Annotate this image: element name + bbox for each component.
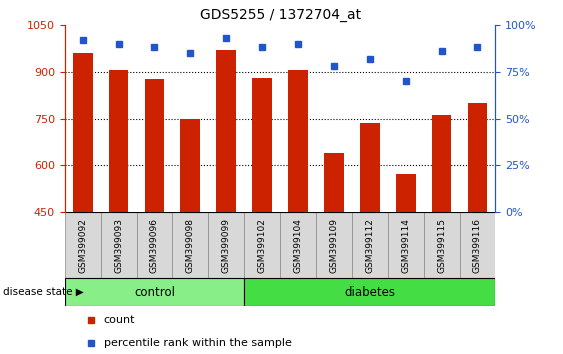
Bar [280,212,316,278]
Text: diabetes: diabetes [345,286,395,298]
Bar [459,212,495,278]
Bar [65,278,244,306]
Bar [244,212,280,278]
Bar [73,53,92,212]
Bar [360,123,379,212]
Bar [181,119,200,212]
Text: GSM399114: GSM399114 [401,218,410,273]
Text: GSM399115: GSM399115 [437,218,446,273]
Text: GSM399096: GSM399096 [150,218,159,273]
Text: percentile rank within the sample: percentile rank within the sample [104,338,292,348]
Bar [468,103,488,212]
Bar [288,70,308,212]
Bar [396,174,415,212]
Bar [65,212,101,278]
Text: GSM399093: GSM399093 [114,218,123,273]
Bar [424,212,459,278]
Bar [109,70,128,212]
Text: GSM399098: GSM399098 [186,218,195,273]
Bar [101,212,137,278]
Bar [208,212,244,278]
Text: GSM399116: GSM399116 [473,218,482,273]
Text: count: count [104,315,135,325]
Text: control: control [134,286,175,298]
Text: GSM399109: GSM399109 [329,218,338,273]
Text: GSM399102: GSM399102 [258,218,267,273]
Text: GSM399104: GSM399104 [293,218,302,273]
Bar [172,212,208,278]
Bar [432,115,452,212]
Bar [324,153,344,212]
Bar [388,212,424,278]
Title: GDS5255 / 1372704_at: GDS5255 / 1372704_at [199,8,361,22]
Text: GSM399092: GSM399092 [78,218,87,273]
Text: disease state ▶: disease state ▶ [3,287,83,297]
Text: GSM399112: GSM399112 [365,218,374,273]
Bar [137,212,172,278]
Bar [145,79,164,212]
Text: GSM399099: GSM399099 [222,218,231,273]
Bar [352,212,388,278]
Bar [252,78,272,212]
Bar [316,212,352,278]
Bar [216,50,236,212]
Bar [244,278,495,306]
